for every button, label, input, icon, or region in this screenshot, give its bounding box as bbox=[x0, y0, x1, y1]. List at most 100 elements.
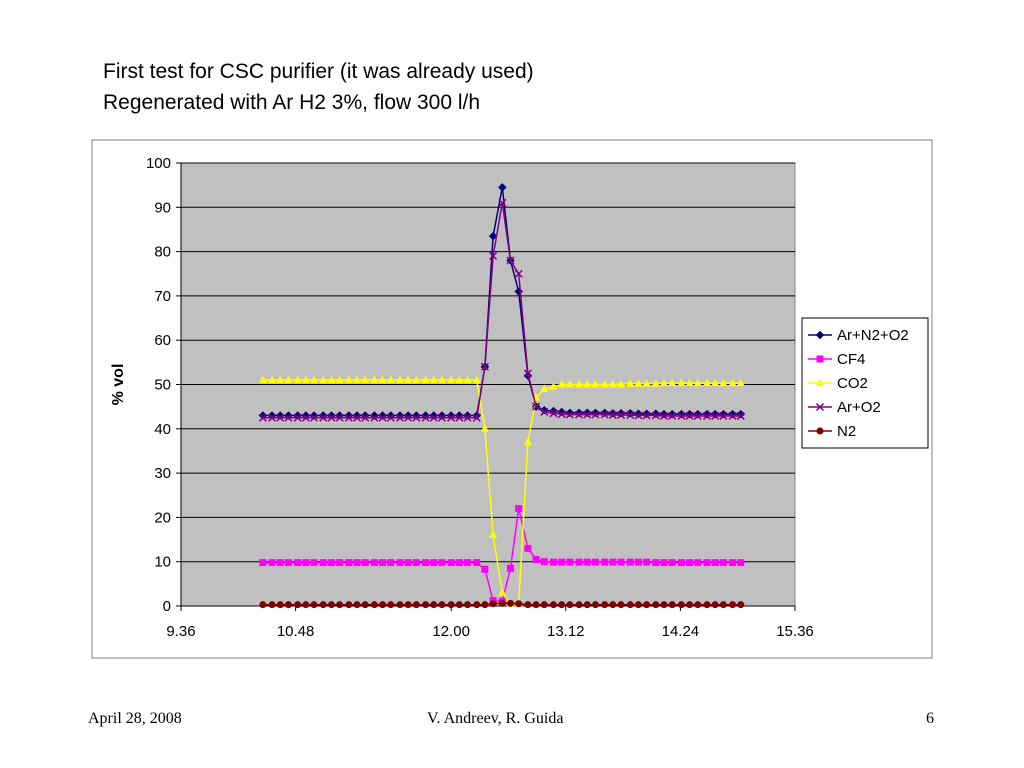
data-point-cf4 bbox=[566, 558, 574, 566]
data-point-cf4 bbox=[609, 558, 617, 566]
data-point-co2 bbox=[719, 378, 728, 387]
data-point-n2 bbox=[643, 601, 651, 609]
data-point-n2 bbox=[345, 601, 353, 609]
slide-title-line-2: Regenerated with Ar H2 3%, flow 300 l/h bbox=[103, 91, 481, 114]
data-point-n2 bbox=[609, 601, 617, 609]
data-point-co2 bbox=[736, 378, 745, 387]
y-tick-label: 40 bbox=[154, 421, 171, 438]
data-point-ar-o2 bbox=[319, 413, 328, 422]
data-point-ar-o2 bbox=[268, 413, 277, 422]
data-point-cf4 bbox=[507, 564, 515, 572]
data-point-ar-o2 bbox=[335, 413, 344, 422]
data-point-cf4 bbox=[737, 559, 745, 567]
data-point-cf4 bbox=[711, 559, 719, 567]
data-point-n2 bbox=[583, 601, 591, 609]
data-point-co2 bbox=[583, 380, 592, 388]
data-point-n2 bbox=[387, 601, 395, 609]
data-point-co2 bbox=[335, 375, 344, 384]
data-point-co2 bbox=[600, 380, 609, 388]
data-point-n2 bbox=[515, 600, 523, 608]
data-point-cf4 bbox=[412, 559, 420, 567]
data-point-ar-o2 bbox=[463, 413, 472, 422]
legend-label-cf4: CF4 bbox=[837, 351, 865, 368]
footer-date: April 28, 2008 bbox=[88, 710, 182, 727]
data-point-n2 bbox=[481, 601, 489, 609]
data-point-cf4 bbox=[515, 505, 523, 513]
data-point-ar-o2 bbox=[327, 413, 336, 422]
data-point-cf4 bbox=[336, 559, 344, 567]
data-point-ar-o2 bbox=[549, 409, 558, 418]
data-point-co2 bbox=[498, 588, 507, 596]
data-point-cf4 bbox=[422, 559, 430, 567]
y-tick-label: 70 bbox=[154, 288, 171, 305]
data-point-cf4 bbox=[302, 559, 310, 567]
data-point-n2 bbox=[498, 599, 506, 607]
data-point-ar-o2 bbox=[540, 407, 549, 416]
x-tick-label: 13.12 bbox=[547, 623, 585, 640]
data-point-n2 bbox=[566, 601, 574, 609]
data-point-co2 bbox=[642, 379, 651, 387]
data-point-co2 bbox=[472, 375, 481, 384]
data-point-n2 bbox=[422, 601, 430, 609]
data-point-n2 bbox=[404, 601, 412, 609]
data-point-n2 bbox=[412, 601, 420, 609]
data-point-ar-o2 bbox=[284, 413, 293, 422]
x-tick-label: 14.24 bbox=[662, 623, 700, 640]
data-point-co2 bbox=[258, 375, 267, 384]
data-point-ar-o2 bbox=[455, 413, 464, 422]
data-point-co2 bbox=[327, 375, 336, 384]
data-point-ar-o2 bbox=[310, 413, 319, 422]
data-point-ar-o2 bbox=[711, 411, 720, 420]
data-point-cf4 bbox=[464, 559, 472, 567]
slide-title-line-1: First test for CSC purifier (it was alre… bbox=[103, 60, 534, 83]
data-point-co2 bbox=[660, 378, 669, 387]
data-point-ar-o2 bbox=[447, 413, 456, 422]
data-point-co2 bbox=[421, 375, 430, 384]
data-point-n2 bbox=[549, 601, 557, 609]
data-point-co2 bbox=[728, 378, 737, 387]
y-tick-label: 100 bbox=[146, 155, 171, 172]
data-point-co2 bbox=[276, 375, 285, 384]
data-point-cf4 bbox=[524, 544, 532, 552]
data-point-n2 bbox=[711, 601, 719, 609]
data-point-ar-o2 bbox=[736, 411, 745, 420]
data-point-n2 bbox=[294, 601, 302, 609]
data-point-n2 bbox=[677, 601, 685, 609]
data-point-co2 bbox=[549, 382, 558, 390]
data-point-n2 bbox=[591, 601, 599, 609]
data-point-ar-n2-o2 bbox=[488, 231, 498, 241]
data-point-ar-o2 bbox=[412, 413, 421, 422]
data-point-ar-o2 bbox=[608, 411, 617, 420]
data-point-co2 bbox=[685, 378, 694, 387]
data-point-n2 bbox=[379, 601, 387, 609]
data-point-ar-o2 bbox=[583, 410, 592, 419]
data-point-cf4 bbox=[583, 558, 591, 566]
y-tick-label: 90 bbox=[154, 199, 171, 216]
data-point-cf4 bbox=[404, 559, 412, 567]
data-point-n2 bbox=[686, 601, 694, 609]
data-point-n2 bbox=[719, 601, 727, 609]
data-point-co2 bbox=[386, 375, 395, 384]
data-point-co2 bbox=[404, 375, 413, 384]
data-point-n2 bbox=[489, 600, 497, 608]
data-point-n2 bbox=[601, 601, 609, 609]
data-point-co2 bbox=[540, 384, 549, 392]
data-point-ar-o2 bbox=[352, 413, 362, 422]
data-point-ar-o2 bbox=[693, 411, 702, 420]
data-point-n2 bbox=[259, 601, 267, 609]
data-point-ar-o2 bbox=[728, 411, 737, 420]
data-point-cf4 bbox=[455, 559, 463, 567]
data-point-ar-o2 bbox=[276, 413, 285, 422]
data-point-co2 bbox=[429, 375, 438, 384]
data-point-ar-o2 bbox=[437, 413, 446, 422]
data-point-cf4 bbox=[396, 559, 404, 567]
footer-page-number: 6 bbox=[926, 710, 934, 727]
data-point-ar-o2 bbox=[600, 410, 609, 419]
data-point-n2 bbox=[532, 601, 540, 609]
data-point-co2 bbox=[489, 530, 498, 539]
legend-marker-cf4 bbox=[816, 355, 824, 363]
data-point-co2 bbox=[310, 375, 319, 384]
data-point-n2 bbox=[361, 601, 369, 609]
data-point-co2 bbox=[702, 378, 711, 387]
